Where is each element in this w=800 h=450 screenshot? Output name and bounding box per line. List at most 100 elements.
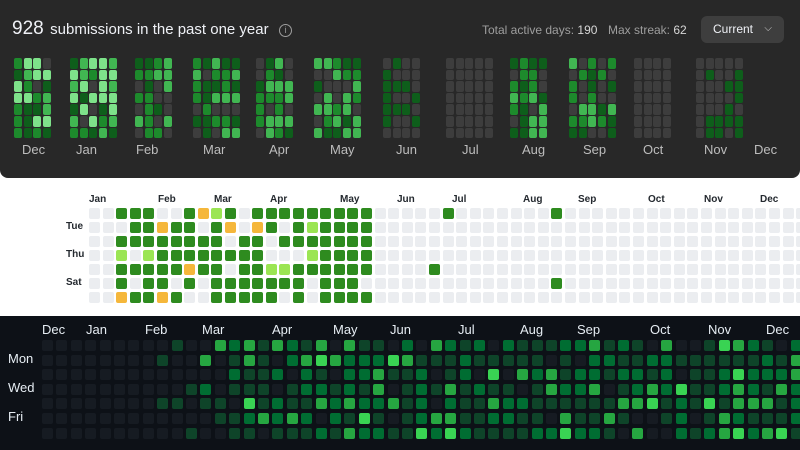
contribution-cell[interactable] — [687, 250, 699, 261]
contribution-cell[interactable] — [537, 236, 549, 247]
contribution-cell[interactable] — [252, 292, 264, 303]
contribution-cell[interactable] — [718, 383, 730, 395]
contribution-cell[interactable] — [537, 250, 549, 261]
contribution-cell[interactable] — [225, 278, 236, 289]
contribution-cell[interactable] — [197, 222, 209, 233]
contribution-cell[interactable] — [565, 278, 576, 289]
contribution-cell[interactable] — [769, 264, 780, 275]
heatmap-cell[interactable] — [135, 92, 143, 104]
heatmap-cell[interactable] — [33, 104, 42, 115]
contribution-cell[interactable] — [293, 292, 304, 303]
contribution-cell[interactable] — [687, 264, 699, 275]
contribution-cell[interactable] — [537, 208, 549, 219]
contribution-cell[interactable] — [701, 250, 712, 261]
heatmap-cell[interactable] — [475, 58, 484, 69]
contribution-cell[interactable] — [279, 208, 291, 219]
contribution-cell[interactable] — [733, 369, 745, 381]
contribution-cell[interactable] — [184, 208, 196, 219]
contribution-cell[interactable] — [214, 340, 226, 351]
contribution-cell[interactable] — [592, 250, 604, 261]
heatmap-cell[interactable] — [383, 81, 391, 92]
contribution-cell[interactable] — [646, 427, 658, 439]
contribution-cell[interactable] — [70, 413, 82, 424]
heatmap-cell[interactable] — [446, 116, 454, 127]
contribution-cell[interactable] — [320, 236, 332, 247]
contribution-cell[interactable] — [718, 354, 730, 366]
heatmap-cell[interactable] — [484, 116, 493, 127]
contribution-cell[interactable] — [690, 354, 701, 366]
heatmap-cell[interactable] — [212, 81, 221, 92]
heatmap-cell[interactable] — [14, 81, 22, 92]
contribution-cell[interactable] — [578, 208, 590, 219]
contribution-cell[interactable] — [42, 369, 53, 381]
contribution-cell[interactable] — [143, 236, 155, 247]
heatmap-cell[interactable] — [402, 127, 411, 139]
heatmap-cell[interactable] — [734, 127, 743, 139]
heatmap-cell[interactable] — [23, 116, 32, 127]
contribution-cell[interactable] — [632, 369, 644, 381]
heatmap-cell[interactable] — [323, 116, 332, 127]
contribution-cell[interactable] — [116, 222, 128, 233]
heatmap-cell[interactable] — [475, 81, 484, 92]
heatmap-cell[interactable] — [392, 116, 401, 127]
heatmap-cell[interactable] — [144, 92, 153, 104]
heatmap-cell[interactable] — [154, 127, 163, 139]
contribution-cell[interactable] — [718, 413, 730, 424]
heatmap-cell[interactable] — [696, 104, 704, 115]
contribution-cell[interactable] — [661, 383, 673, 395]
heatmap-cell[interactable] — [89, 127, 98, 139]
contribution-cell[interactable] — [374, 292, 386, 303]
contribution-cell[interactable] — [157, 369, 169, 381]
contribution-cell[interactable] — [102, 222, 114, 233]
heatmap-cell[interactable] — [446, 104, 454, 115]
contribution-cell[interactable] — [225, 264, 236, 275]
contribution-cell[interactable] — [517, 413, 529, 424]
heatmap-cell[interactable] — [352, 81, 361, 92]
contribution-cell[interactable] — [537, 292, 549, 303]
contribution-cell[interactable] — [388, 278, 400, 289]
contribution-cell[interactable] — [272, 340, 284, 351]
contribution-cell[interactable] — [89, 250, 100, 261]
contribution-cell[interactable] — [225, 250, 236, 261]
heatmap-cell[interactable] — [392, 92, 401, 104]
contribution-cell[interactable] — [293, 264, 304, 275]
contribution-cell[interactable] — [373, 369, 385, 381]
contribution-cell[interactable] — [618, 340, 629, 351]
contribution-cell[interactable] — [416, 354, 428, 366]
contribution-cell[interactable] — [687, 222, 699, 233]
contribution-cell[interactable] — [497, 278, 508, 289]
contribution-cell[interactable] — [537, 278, 549, 289]
contribution-cell[interactable] — [524, 292, 536, 303]
contribution-cell[interactable] — [690, 413, 701, 424]
contribution-cell[interactable] — [99, 354, 111, 366]
contribution-cell[interactable] — [70, 354, 82, 366]
contribution-cell[interactable] — [469, 222, 481, 233]
contribution-cell[interactable] — [510, 222, 522, 233]
contribution-cell[interactable] — [551, 250, 563, 261]
contribution-cell[interactable] — [741, 222, 753, 233]
contribution-cell[interactable] — [589, 413, 601, 424]
contribution-cell[interactable] — [442, 250, 454, 261]
contribution-cell[interactable] — [416, 340, 428, 351]
heatmap-cell[interactable] — [607, 81, 616, 92]
heatmap-cell[interactable] — [202, 58, 211, 69]
contribution-cell[interactable] — [186, 383, 197, 395]
heatmap-cell[interactable] — [412, 92, 421, 104]
heatmap-cell[interactable] — [333, 104, 342, 115]
heatmap-cell[interactable] — [412, 127, 421, 139]
heatmap-cell[interactable] — [696, 116, 704, 127]
contribution-cell[interactable] — [589, 398, 601, 410]
contribution-cell[interactable] — [56, 340, 68, 351]
heatmap-cell[interactable] — [696, 81, 704, 92]
contribution-cell[interactable] — [574, 354, 586, 366]
contribution-cell[interactable] — [459, 398, 471, 410]
contribution-cell[interactable] — [474, 354, 485, 366]
heatmap-cell[interactable] — [696, 127, 704, 139]
contribution-cell[interactable] — [347, 236, 359, 247]
contribution-cell[interactable] — [56, 413, 68, 424]
contribution-cell[interactable] — [769, 208, 780, 219]
heatmap-cell[interactable] — [519, 92, 528, 104]
contribution-cell[interactable] — [358, 354, 370, 366]
contribution-cell[interactable] — [551, 292, 563, 303]
contribution-cell[interactable] — [200, 340, 212, 351]
